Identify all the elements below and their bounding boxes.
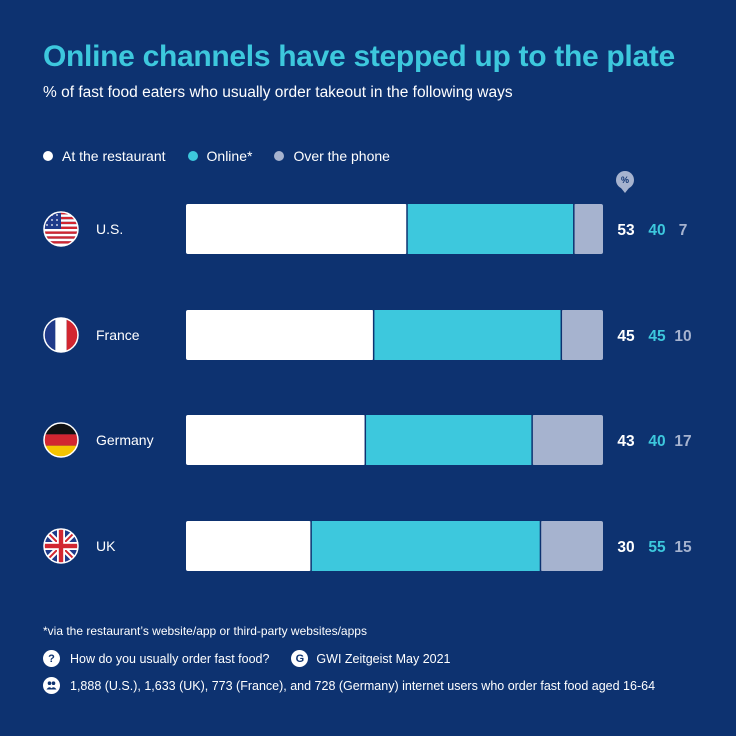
data-label-2-1: 10: [674, 328, 691, 345]
data-label-2-2: 17: [674, 433, 691, 450]
bar-0-1: [186, 310, 374, 360]
bar-0-0: [186, 204, 408, 254]
footer-sample-row: 1,888 (U.S.), 1,633 (UK), 773 (France), …: [43, 677, 655, 694]
bar-1-0: [407, 204, 574, 254]
footnote: *via the restaurant’s website/app or thi…: [43, 624, 367, 638]
france-flag-icon: [43, 317, 79, 353]
data-label-2-0: 7: [679, 222, 688, 239]
bar-1-2: [365, 415, 533, 465]
legend-label-restaurant: At the restaurant: [62, 148, 166, 164]
chart-title: Online channels have stepped up to the p…: [43, 40, 675, 73]
bar-2-3: [540, 521, 603, 571]
data-label-0-2: 43: [617, 433, 635, 450]
bar-0-2: [186, 415, 366, 465]
data-label-2-3: 15: [674, 539, 692, 556]
chart-subtitle: % of fast food eaters who usually order …: [43, 84, 513, 101]
data-label-1-0: 40: [648, 222, 665, 239]
legend-label-phone: Over the phone: [293, 148, 390, 164]
germany-flag-icon: [43, 422, 79, 458]
category-label-0: U.S.: [96, 221, 123, 237]
bar-2-2: [532, 415, 603, 465]
data-label-1-2: 40: [648, 433, 665, 450]
people-icon: [43, 677, 60, 694]
data-label-0-0: 53: [617, 222, 635, 239]
data-label-1-3: 55: [648, 539, 666, 556]
bar-1-3: [311, 521, 541, 571]
footer-source: GWI Zeitgeist May 2021: [316, 651, 451, 666]
legend: At the restaurant Online* Over the phone: [43, 148, 412, 164]
bar-0-3: [186, 521, 312, 571]
data-label-0-3: 30: [617, 539, 634, 556]
category-label-3: UK: [96, 538, 116, 554]
legend-label-online: Online*: [206, 148, 253, 164]
us-flag-icon: [43, 211, 79, 247]
footer-sample: 1,888 (U.S.), 1,633 (UK), 773 (France), …: [70, 678, 656, 693]
legend-dot-online: [187, 151, 198, 161]
legend-item-online: Online*: [187, 148, 253, 164]
percent-badge-icon: %: [616, 171, 634, 193]
bar-1-1: [373, 310, 562, 360]
uk-flag-icon: [43, 528, 79, 564]
bar-2-0: [573, 204, 603, 254]
category-label-2: Germany: [96, 432, 154, 448]
legend-item-phone: Over the phone: [274, 148, 390, 164]
data-label-0-1: 45: [617, 328, 635, 345]
category-label-1: France: [96, 327, 140, 343]
question-icon: ?: [43, 650, 60, 667]
data-label-1-1: 45: [648, 328, 666, 345]
footer-question-row: ? How do you usually order fast food? G …: [43, 650, 451, 667]
legend-dot-phone: [274, 151, 285, 161]
footer-question: How do you usually order fast food?: [70, 651, 270, 666]
legend-item-restaurant: At the restaurant: [43, 148, 166, 164]
legend-dot-restaurant: [43, 151, 53, 161]
bar-2-1: [561, 310, 603, 360]
gwi-logo-icon: G: [291, 650, 309, 667]
